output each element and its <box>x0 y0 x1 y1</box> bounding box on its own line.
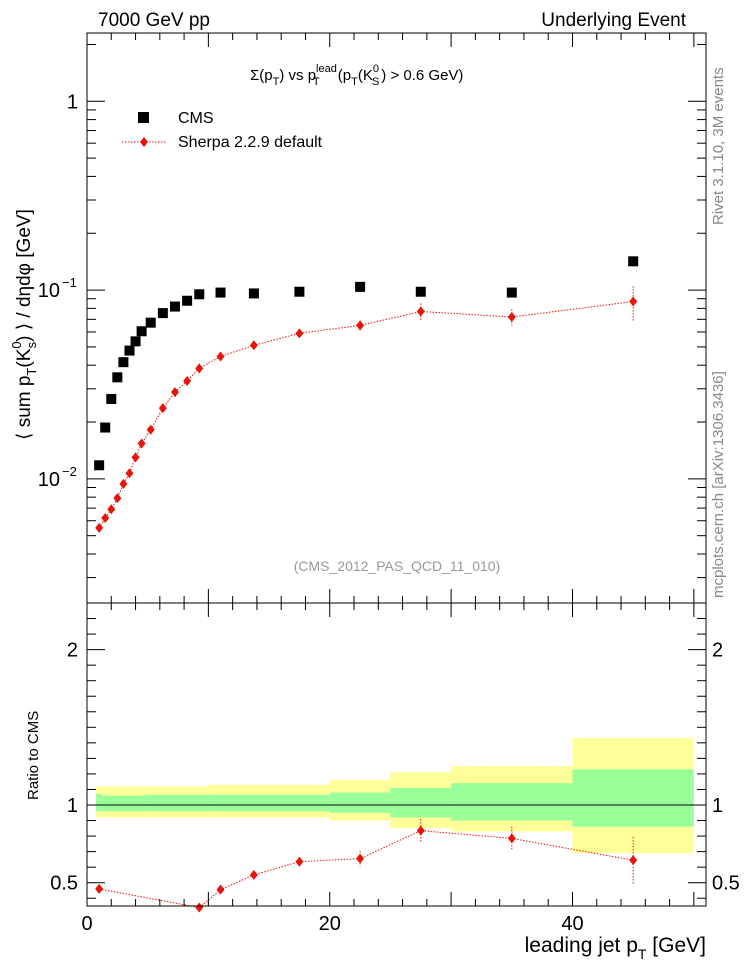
mcplots-label: mcplots.cern.ch [arXiv:1306.3436] <box>710 371 727 598</box>
ratio-sherpa-point <box>356 853 365 864</box>
sherpa-point <box>101 513 110 524</box>
y-tick-label: 1 <box>67 91 78 113</box>
ratio-y-tick-label-right: 2 <box>712 640 723 662</box>
ratio-band-green-7 <box>572 769 694 827</box>
cms-point <box>182 295 193 306</box>
legend: CMS Sherpa 2.2.9 default <box>122 110 323 151</box>
cms-point <box>124 345 135 356</box>
y-tick-label: 10 <box>38 469 60 491</box>
sherpa-point <box>216 351 225 362</box>
sherpa-point <box>295 328 304 339</box>
y-tick-label: 10 <box>38 280 60 302</box>
y-tick-label-exponent: −1 <box>62 275 77 290</box>
ratio-band-green-5 <box>390 787 452 818</box>
cms-point <box>628 256 639 267</box>
sherpa-point <box>119 478 128 489</box>
ratio-sherpa-point <box>195 902 204 913</box>
ratio-y-tick-label: 0.5 <box>50 873 78 895</box>
ratio-sherpa-point <box>249 869 258 880</box>
analysis-watermark: (CMS_2012_PAS_QCD_11_010) <box>294 558 501 574</box>
plot-title: Σ(pT) vs plead T (pT(K0 S) > 0.6 GeV) <box>250 63 463 88</box>
sherpa-point <box>195 363 204 374</box>
ratio-band-green-6 <box>451 783 573 821</box>
legend-label-cms: CMS <box>178 110 214 127</box>
x-tick-label: 0 <box>81 913 92 935</box>
sherpa-point <box>131 452 140 463</box>
ratio-y-axis-label: Ratio to CMS <box>25 711 42 800</box>
sherpa-point <box>183 375 192 386</box>
cms-point <box>157 308 168 319</box>
header-left: 7000 GeV pp <box>98 10 210 31</box>
sherpa-point <box>125 468 134 479</box>
cms-point <box>248 288 259 299</box>
legend-marker-cms <box>138 112 149 123</box>
ratio-band-green-2 <box>144 794 209 812</box>
legend-label-sherpa: Sherpa 2.2.9 default <box>178 134 323 151</box>
sherpa-point <box>107 504 116 515</box>
ratio-sherpa-point <box>416 825 425 836</box>
cms-point <box>130 336 141 347</box>
sherpa-point <box>629 296 638 307</box>
x-axis-label: leading jet pT [GeV] <box>525 934 706 962</box>
ratio-sherpa-point <box>95 883 104 894</box>
ratio-y-tick-label: 2 <box>67 640 78 662</box>
ratio-band-green-3 <box>208 794 330 812</box>
legend-marker-sherpa <box>140 137 148 147</box>
ratio-sherpa-point <box>216 884 225 895</box>
cms-point <box>169 301 180 312</box>
rivet-label: Rivet 3.1.10, 3M events <box>710 67 727 225</box>
ratio-plot-area <box>95 738 694 913</box>
sherpa-point <box>356 320 365 331</box>
cms-point <box>294 286 305 297</box>
ratio-band-green-4 <box>329 792 391 813</box>
sherpa-point <box>416 306 425 317</box>
ratio-y-tick-label-right: 0.5 <box>712 873 740 895</box>
ratio-sherpa-line <box>99 830 634 909</box>
x-tick-label: 20 <box>319 913 341 935</box>
sherpa-point <box>249 340 258 351</box>
y-tick-label-exponent: −2 <box>62 464 77 479</box>
sherpa-point <box>170 387 179 398</box>
cms-point <box>145 317 156 328</box>
ratio-sherpa-point <box>295 856 304 867</box>
ratio-y-tick-label: 1 <box>67 795 78 817</box>
main-plot-area <box>94 256 639 533</box>
ratio-band-green-0 <box>96 794 103 812</box>
cms-point <box>194 289 205 300</box>
ratio-band-green-1 <box>102 795 145 812</box>
cms-point <box>415 286 426 297</box>
sherpa-line <box>98 301 634 529</box>
cms-point <box>100 422 111 433</box>
cms-point <box>112 372 123 383</box>
ratio-y-tick-label-right: 1 <box>712 795 723 817</box>
sherpa-point <box>158 403 167 414</box>
cms-point <box>506 287 517 298</box>
cms-point <box>355 281 366 292</box>
main-y-axis-label: ⟨ sum pT(K0s) ⟩ / dηdφ [GeV] <box>9 209 39 440</box>
cms-point <box>106 393 117 404</box>
ratio-frame <box>86 602 707 907</box>
sherpa-point <box>113 493 122 504</box>
cms-point <box>118 357 129 368</box>
x-tick-label: 40 <box>561 913 583 935</box>
cms-point <box>136 326 147 337</box>
cms-point <box>94 460 105 471</box>
sherpa-point <box>146 424 155 435</box>
sherpa-point <box>137 438 146 449</box>
ratio-sherpa-point <box>629 855 638 866</box>
header-right: Underlying Event <box>541 10 686 31</box>
ratio-sherpa-point <box>507 833 516 844</box>
cms-point <box>215 287 226 298</box>
sherpa-point <box>507 312 516 323</box>
sherpa-point <box>95 522 104 533</box>
